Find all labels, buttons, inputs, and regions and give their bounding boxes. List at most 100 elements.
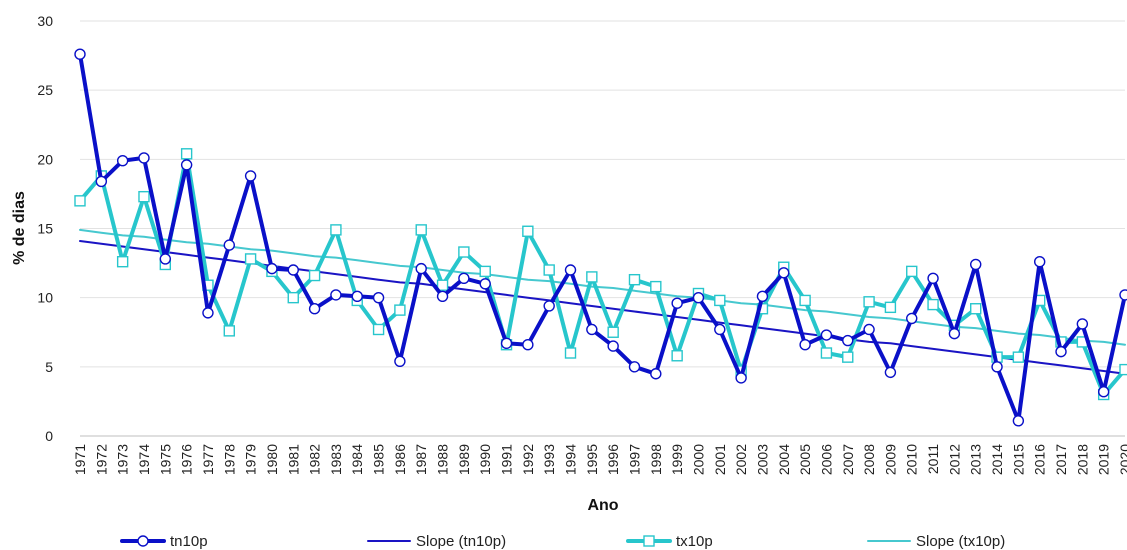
data-point bbox=[1033, 256, 1046, 268]
data-point bbox=[330, 224, 342, 236]
x-tick-label: 2018 bbox=[1074, 444, 1090, 475]
y-tick-label: 25 bbox=[37, 82, 53, 98]
data-point bbox=[287, 264, 299, 276]
x-tick-label: 1980 bbox=[264, 444, 280, 475]
data-point bbox=[586, 323, 598, 336]
x-tick-label: 2003 bbox=[754, 444, 770, 475]
x-tick-label: 1982 bbox=[307, 444, 323, 475]
data-point bbox=[116, 155, 129, 167]
series-tn10p bbox=[74, 48, 1127, 427]
x-tick-label: 1998 bbox=[648, 444, 664, 475]
data-point bbox=[607, 340, 619, 352]
data-point bbox=[500, 337, 513, 350]
x-tick-label: 2007 bbox=[840, 444, 856, 475]
data-point bbox=[308, 269, 321, 282]
data-point bbox=[223, 239, 235, 251]
x-tick-label: 1977 bbox=[200, 444, 216, 475]
x-tick-label: 1981 bbox=[285, 444, 301, 475]
data-point bbox=[95, 175, 108, 188]
x-tick-label: 2006 bbox=[818, 444, 834, 475]
data-point bbox=[820, 347, 833, 359]
data-point bbox=[1012, 415, 1025, 427]
data-point bbox=[522, 225, 534, 237]
data-point bbox=[991, 361, 1003, 373]
legend-label: tn10p bbox=[170, 533, 208, 550]
x-tick-label: 1974 bbox=[136, 444, 152, 475]
x-tick-label: 2000 bbox=[690, 444, 706, 475]
data-point bbox=[970, 303, 982, 315]
data-point bbox=[479, 265, 491, 278]
y-axis-title: % de dias bbox=[11, 191, 28, 265]
x-tick-label: 1986 bbox=[392, 444, 408, 475]
data-point bbox=[970, 258, 982, 271]
data-point bbox=[671, 350, 683, 362]
data-point bbox=[1119, 289, 1127, 301]
y-tick-label: 20 bbox=[37, 151, 53, 167]
data-point bbox=[820, 329, 833, 341]
data-point bbox=[842, 334, 854, 347]
data-point bbox=[351, 290, 363, 302]
data-point bbox=[244, 170, 257, 182]
data-point bbox=[394, 304, 406, 316]
data-point bbox=[799, 294, 811, 307]
legend-label: Slope (tx10p) bbox=[916, 533, 1005, 550]
x-tick-label: 1978 bbox=[221, 444, 237, 475]
legend-item: tx10p bbox=[626, 533, 713, 550]
x-tick-label: 1992 bbox=[520, 444, 536, 475]
data-point bbox=[671, 297, 683, 309]
x-tick-label: 2004 bbox=[776, 444, 792, 475]
x-tick-label: 2002 bbox=[733, 444, 749, 475]
data-point bbox=[287, 291, 299, 304]
x-axis-ticks: 1971 1972 1973 1974 1975 1976 1977 1978 1979 1980… bbox=[72, 444, 1127, 475]
data-point bbox=[394, 355, 406, 367]
x-tick-label: 1984 bbox=[349, 444, 365, 475]
legend: tn10p Slope (tn10p) tx10p Slope (tx10p) bbox=[120, 533, 1005, 550]
data-point bbox=[180, 159, 193, 171]
data-point bbox=[436, 279, 449, 291]
y-tick-label: 5 bbox=[45, 359, 53, 375]
data-point bbox=[415, 224, 427, 236]
series-line bbox=[78, 52, 1127, 423]
x-tick-label: 1994 bbox=[563, 444, 579, 475]
data-point bbox=[778, 267, 790, 279]
data-point bbox=[586, 271, 598, 283]
data-point bbox=[479, 278, 491, 290]
x-tick-label: 1971 bbox=[72, 444, 88, 475]
x-tick-label: 1999 bbox=[669, 444, 685, 475]
data-point bbox=[714, 294, 726, 307]
data-point bbox=[159, 253, 172, 265]
legend-item: Slope (tn10p) bbox=[367, 533, 506, 550]
x-tick-label: 2019 bbox=[1096, 444, 1112, 475]
x-tick-label: 1990 bbox=[477, 444, 493, 475]
data-point bbox=[842, 351, 854, 363]
data-point bbox=[564, 347, 577, 359]
series-layer bbox=[74, 48, 1127, 427]
data-point bbox=[714, 323, 726, 336]
data-point bbox=[650, 280, 662, 293]
x-tick-label: 2005 bbox=[797, 444, 813, 475]
x-tick-label: 2020 bbox=[1117, 444, 1127, 475]
data-point bbox=[372, 323, 385, 336]
x-tick-label: 1988 bbox=[435, 444, 451, 475]
data-point bbox=[927, 272, 939, 284]
data-point bbox=[138, 152, 150, 164]
data-point bbox=[116, 256, 129, 268]
x-tick-label: 1993 bbox=[541, 444, 557, 475]
data-point bbox=[415, 262, 427, 275]
data-point bbox=[266, 262, 278, 275]
x-tick-label: 2016 bbox=[1032, 444, 1048, 475]
data-point bbox=[564, 264, 577, 276]
data-point bbox=[692, 291, 705, 304]
data-point bbox=[628, 273, 641, 286]
legend-label: Slope (tn10p) bbox=[416, 533, 506, 550]
data-point bbox=[906, 265, 918, 278]
data-point bbox=[436, 290, 449, 302]
data-point bbox=[202, 307, 214, 319]
legend-marker bbox=[137, 535, 149, 547]
x-tick-label: 1995 bbox=[584, 444, 600, 475]
data-point bbox=[1055, 345, 1067, 358]
legend-item: Slope (tx10p) bbox=[867, 533, 1005, 550]
x-tick-label: 2015 bbox=[1010, 444, 1026, 475]
y-tick-label: 15 bbox=[37, 221, 53, 237]
